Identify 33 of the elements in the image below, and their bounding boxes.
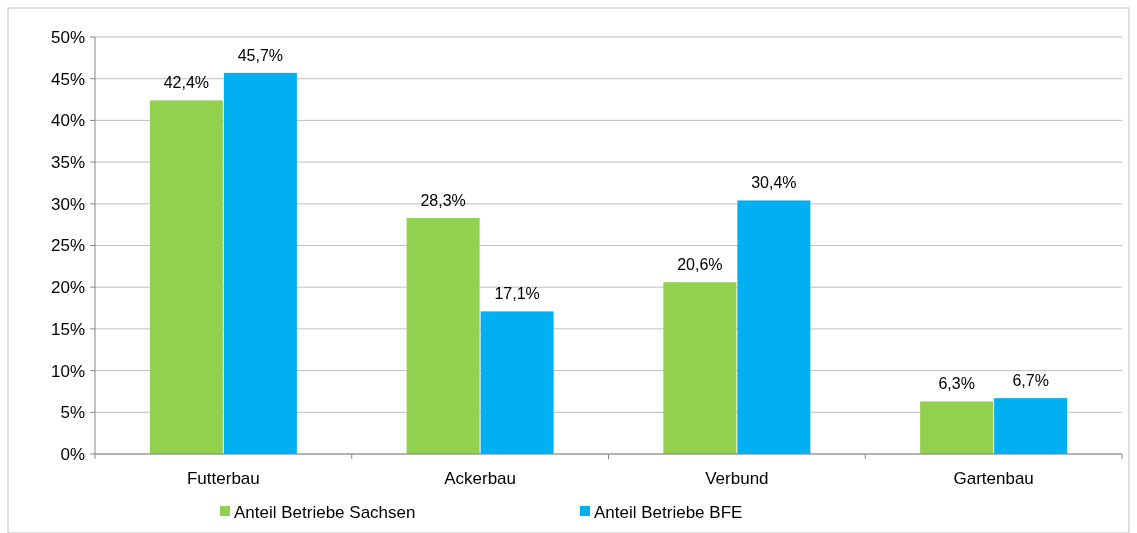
data-label: 42,4% [163,74,210,92]
x-tick-label: Gartenbau [953,469,1034,488]
data-label: 30,4% [751,174,797,192]
x-tick-label: Verbund [705,469,769,488]
y-tick-label: 25% [50,236,85,256]
y-tick-label: 20% [50,278,85,298]
y-tick-label: 0% [60,444,85,464]
bar [994,398,1068,454]
data-label: 6,3% [938,375,975,393]
y-tick-label: 15% [50,319,85,339]
bar [920,401,994,454]
legend-label: Anteil Betriebe Sachsen [234,502,416,522]
y-tick-label: 35% [50,153,85,173]
bar [406,217,480,454]
bar [149,100,223,454]
bar [737,200,811,454]
data-label: 17,1% [494,285,540,303]
y-tick-label: 45% [50,69,85,89]
y-tick-label: 40% [50,111,85,131]
bar [663,282,737,454]
x-tick-label: Futterbau [186,469,260,488]
y-tick-label: 30% [50,194,85,214]
y-tick-label: 50% [50,27,85,47]
data-label: 6,7% [1012,372,1049,390]
data-label: 45,7% [237,46,284,64]
legend-label: Anteil Betriebe BFE [594,502,743,522]
y-tick-label: 5% [60,403,85,423]
data-label: 28,3% [420,191,466,209]
x-tick-label: Ackerbau [444,469,517,488]
bar [480,311,554,454]
y-tick-label: 10% [50,361,85,381]
bar [223,72,297,454]
data-label: 20,6% [677,256,723,274]
